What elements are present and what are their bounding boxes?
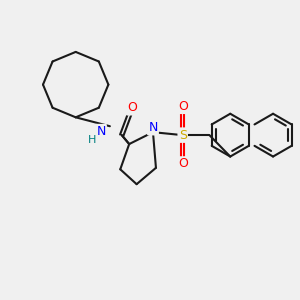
Text: H: H bbox=[88, 135, 96, 145]
Text: N: N bbox=[96, 125, 106, 138]
Text: O: O bbox=[127, 101, 137, 114]
Text: O: O bbox=[178, 100, 188, 113]
Text: O: O bbox=[178, 158, 188, 170]
Text: S: S bbox=[179, 129, 187, 142]
Text: N: N bbox=[148, 121, 158, 134]
